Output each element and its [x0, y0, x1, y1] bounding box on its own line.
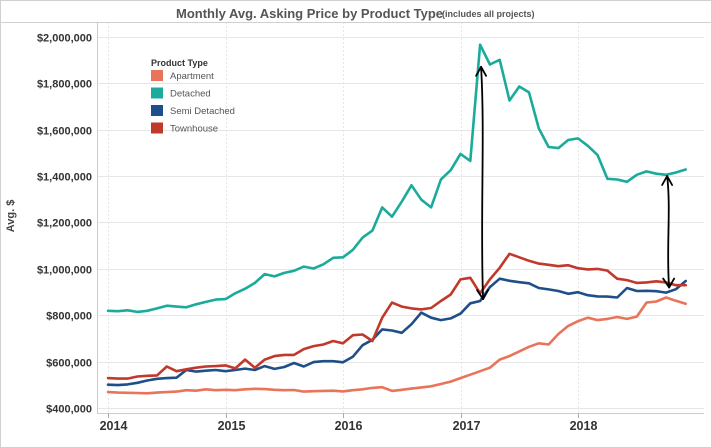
- legend-swatch: [151, 70, 163, 81]
- y-tick-label: $2,000,000: [37, 33, 92, 45]
- x-axis-ticks: 2014 2015 2016 2017 2018: [100, 413, 598, 433]
- chart-title-text: Monthly Avg. Asking Price by Product Typ…: [176, 6, 443, 21]
- annotation-arrow-shaft: [666, 175, 671, 289]
- series-line-detached: [106, 43, 688, 314]
- y-tick-label: $800,000: [46, 311, 92, 323]
- x-tick-label: 2015: [218, 419, 246, 433]
- x-tick-label: 2016: [335, 419, 363, 433]
- chart-title: Monthly Avg. Asking Price by Product Typ…: [176, 6, 535, 21]
- annotation-arrowhead-up: [661, 175, 674, 186]
- legend: Product Type Apartment Detached Semi Detac…: [151, 58, 235, 135]
- legend-label: Detached: [170, 89, 211, 100]
- legend-label: Semi Detached: [170, 106, 235, 117]
- y-tick-label: $600,000: [46, 358, 92, 370]
- y-axis-ticks: $400,000 $600,000 $800,000 $1,000,000 $1,200…: [37, 33, 92, 416]
- x-tick-label: 2018: [570, 419, 598, 433]
- legend-swatch: [151, 87, 163, 99]
- series-line-semi-detached: [106, 277, 688, 387]
- y-axis-label: Avg. $: [5, 200, 17, 233]
- annotation-arrow-shaft: [480, 65, 484, 301]
- y-tick-label: $1,200,000: [37, 218, 92, 230]
- legend-label: Apartment: [170, 71, 214, 82]
- y-tick-label: $1,000,000: [37, 265, 92, 277]
- series-line-townhouse: [106, 252, 688, 380]
- x-tick-label: 2014: [100, 419, 128, 433]
- annotation-arrowhead-down: [476, 289, 489, 301]
- y-tick-label: $400,000: [46, 404, 92, 416]
- x-tick-label: 2017: [453, 419, 481, 433]
- chart-subtitle: (includes all projects): [442, 9, 535, 19]
- legend-swatch: [151, 122, 163, 134]
- annotation-arrowhead-up: [475, 65, 487, 77]
- y-tick-label: $1,600,000: [37, 126, 92, 138]
- y-tick-label: $1,800,000: [37, 79, 92, 91]
- legend-label: Townhouse: [170, 124, 218, 135]
- series-lines: [106, 43, 688, 395]
- annotation-arrowhead-down: [662, 277, 676, 289]
- gridlines: [97, 22, 704, 413]
- legend-title: Product Type: [151, 58, 208, 68]
- hand-drawn-arrows: [475, 65, 676, 301]
- y-tick-label: $1,400,000: [37, 172, 92, 184]
- legend-swatch: [151, 105, 163, 116]
- series-line-apartment: [106, 296, 688, 395]
